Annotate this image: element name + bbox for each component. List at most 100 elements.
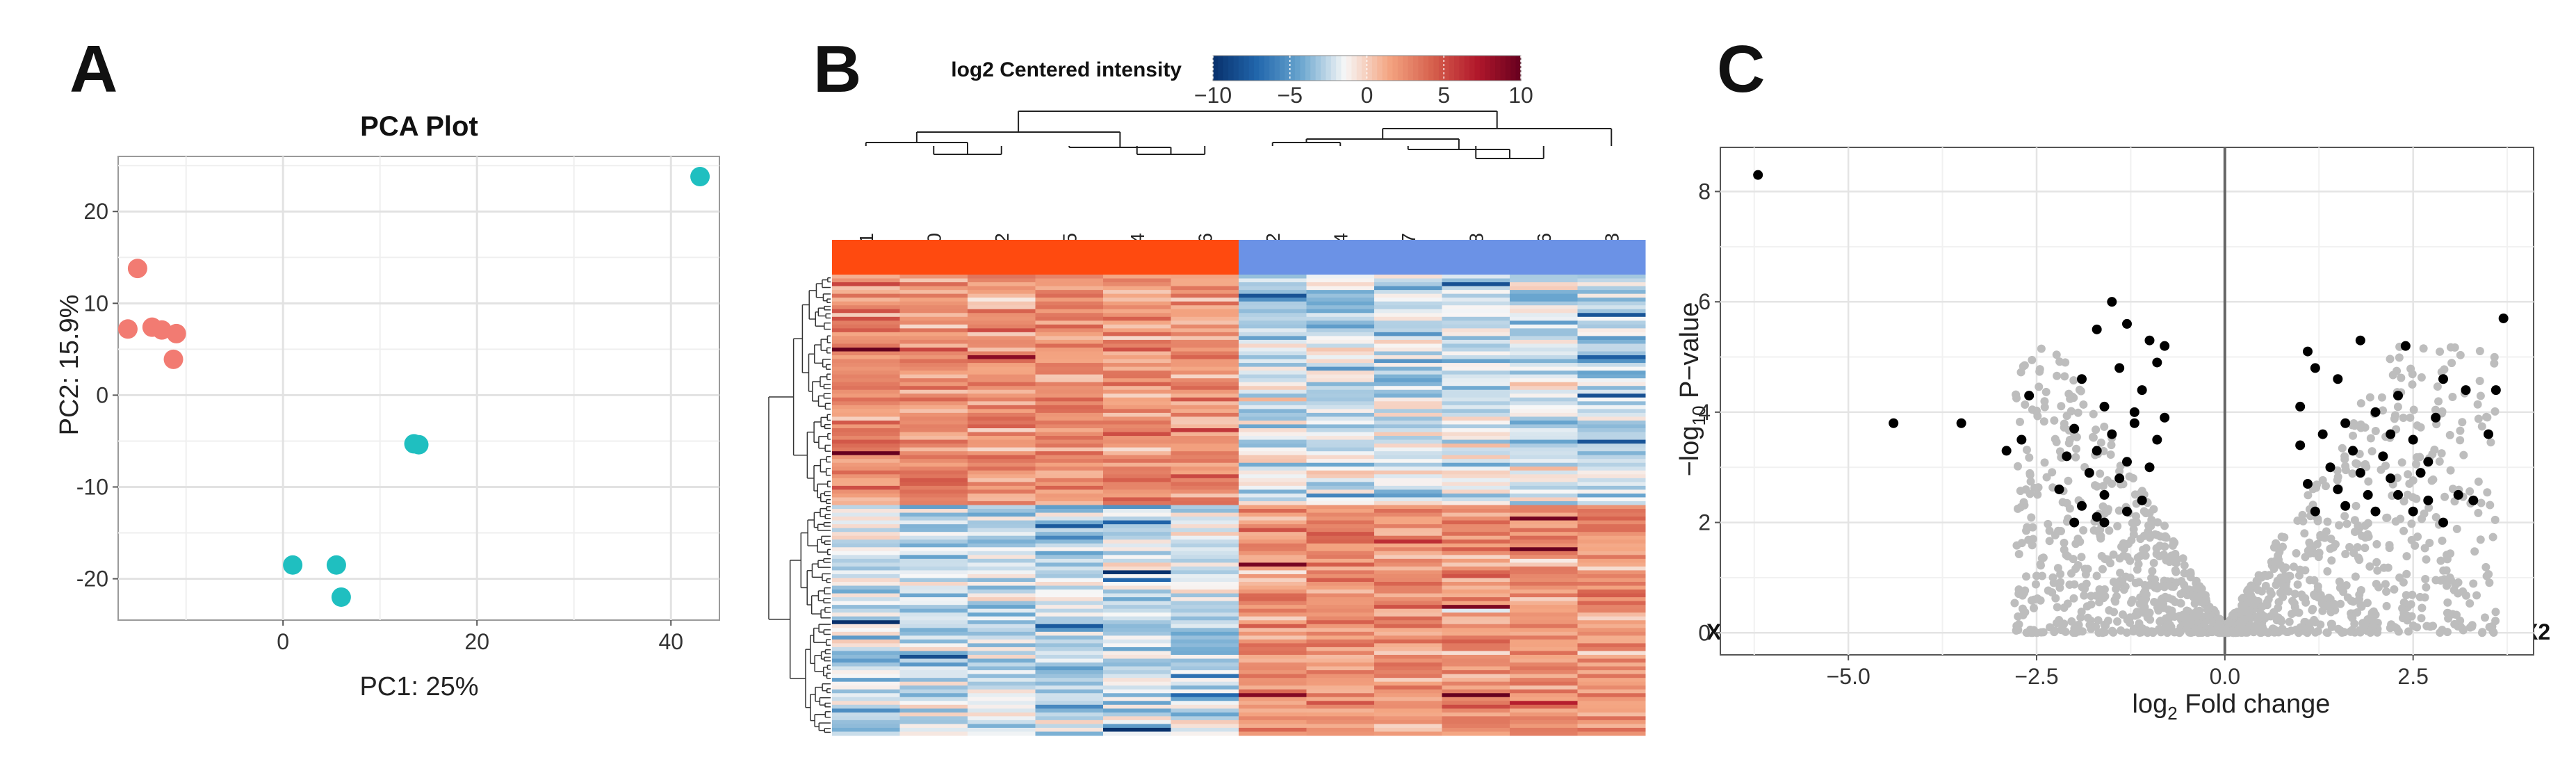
volcano-point-nonsignificant (2415, 592, 2424, 601)
volcano-point-significant (2310, 506, 2320, 517)
volcano-point-nonsignificant (2324, 593, 2333, 602)
heatmap-cell (1442, 635, 1510, 640)
heatmap-cell (1577, 547, 1646, 552)
heatmap-cell (1306, 451, 1375, 456)
heatmap-cell (1577, 663, 1646, 667)
volcano-point-nonsignificant (2293, 516, 2302, 525)
heatmap-cell (968, 605, 1036, 610)
heatmap-cell (968, 436, 1036, 441)
heatmap-cell (1103, 574, 1171, 578)
heatmap-cell (1577, 524, 1646, 529)
heatmap-cell (1442, 712, 1510, 717)
heatmap-cell (1306, 685, 1375, 690)
heatmap-cell (1171, 320, 1239, 325)
heatmap-cell (1103, 616, 1171, 621)
heatmap-cell (1510, 517, 1578, 521)
volcano-point-significant (1753, 170, 1763, 180)
heatmap-cell (832, 585, 900, 590)
heatmap-cell (1103, 290, 1171, 295)
heatmap-cell (1577, 528, 1646, 533)
heatmap-cell (1035, 651, 1104, 656)
volcano-point-nonsignificant (2386, 355, 2395, 364)
heatmap-cell (1306, 555, 1375, 560)
heatmap-cell (1442, 620, 1510, 625)
heatmap-cell (1103, 555, 1171, 560)
heatmap-cell (899, 470, 968, 475)
heatmap-cell (1035, 313, 1104, 318)
volcano-point-significant (2122, 318, 2132, 329)
heatmap-cell (968, 351, 1036, 356)
heatmap-cell (1442, 547, 1510, 552)
heatmap-cell (832, 436, 900, 441)
volcano-point-nonsignificant (2279, 592, 2288, 601)
heatmap-cell (1374, 593, 1442, 598)
heatmap-cell (1510, 608, 1578, 613)
heatmap-cell (1171, 432, 1239, 437)
heatmap-cell (1442, 539, 1510, 544)
colorbar-segment (1505, 56, 1511, 81)
volcano-point-nonsignificant (2322, 527, 2331, 536)
heatmap-cell (1374, 405, 1442, 409)
heatmap-cell (899, 670, 968, 675)
heatmap-cell (1577, 590, 1646, 594)
heatmap-cell (1510, 593, 1578, 598)
heatmap-cell (1577, 697, 1646, 701)
heatmap-cell (899, 351, 968, 356)
heatmap-cell (1374, 570, 1442, 575)
heatmap-cell (832, 704, 900, 709)
heatmap-cell (1510, 566, 1578, 571)
heatmap-cell (899, 724, 968, 729)
volcano-point-nonsignificant (2356, 626, 2365, 635)
heatmap-cell (1306, 282, 1375, 287)
heatmap-cell (1577, 532, 1646, 537)
heatmap-cell (1171, 720, 1239, 724)
heatmap-cell (1577, 501, 1646, 505)
heatmap-cell (1306, 524, 1375, 529)
heatmap-cell (1374, 574, 1442, 578)
heatmap-cell (1035, 275, 1104, 279)
volcano-point-nonsignificant (2349, 431, 2358, 440)
heatmap-cell (1035, 401, 1104, 406)
colorbar-segment (1279, 56, 1285, 81)
heatmap-cell (1103, 654, 1171, 659)
heatmap-cell (899, 582, 968, 587)
volcano-point-nonsignificant (2025, 471, 2035, 480)
heatmap-cell (1442, 593, 1510, 598)
heatmap-cell (899, 343, 968, 348)
heatmap-cell (1239, 424, 1307, 429)
heatmap-cell (968, 432, 1036, 437)
heatmap-cell (1374, 324, 1442, 329)
heatmap-cell (1171, 543, 1239, 548)
pca-y-axis-label: PC2: 15.9% (55, 295, 84, 436)
volcano-point-nonsignificant (2399, 497, 2408, 506)
heatmap-cell (1510, 501, 1578, 505)
heatmap-cell (832, 505, 900, 510)
heatmap-cell (1306, 635, 1375, 640)
heatmap-cell (1171, 378, 1239, 383)
heatmap-cell (1510, 309, 1578, 314)
volcano-point-nonsignificant (2341, 466, 2350, 475)
volcano-point-nonsignificant (2108, 627, 2117, 636)
heatmap-cell (1239, 444, 1307, 448)
volcano-point-nonsignificant (2201, 595, 2210, 604)
volcano-point-nonsignificant (2192, 592, 2201, 601)
heatmap-cell (1577, 444, 1646, 448)
colorbar-segment (1213, 56, 1218, 81)
heatmap-cell (1171, 727, 1239, 732)
heatmap-cell (968, 439, 1036, 444)
heatmap-cell (1577, 424, 1646, 429)
volcano-point-significant (1889, 418, 1899, 428)
heatmap-cell (1171, 693, 1239, 698)
heatmap-cell (1510, 585, 1578, 590)
heatmap-cell (1374, 455, 1442, 460)
heatmap-cell (899, 551, 968, 555)
heatmap-cell (1306, 501, 1375, 505)
volcano-point-nonsignificant (2285, 617, 2294, 626)
heatmap-cell (1374, 509, 1442, 514)
volcano-point-nonsignificant (2395, 353, 2404, 362)
volcano-point-nonsignificant (2430, 445, 2439, 454)
heatmap-cell (1442, 558, 1510, 563)
heatmap-cell (1103, 532, 1171, 537)
heatmap-cell (1239, 555, 1307, 560)
heatmap-cell (1510, 524, 1578, 529)
